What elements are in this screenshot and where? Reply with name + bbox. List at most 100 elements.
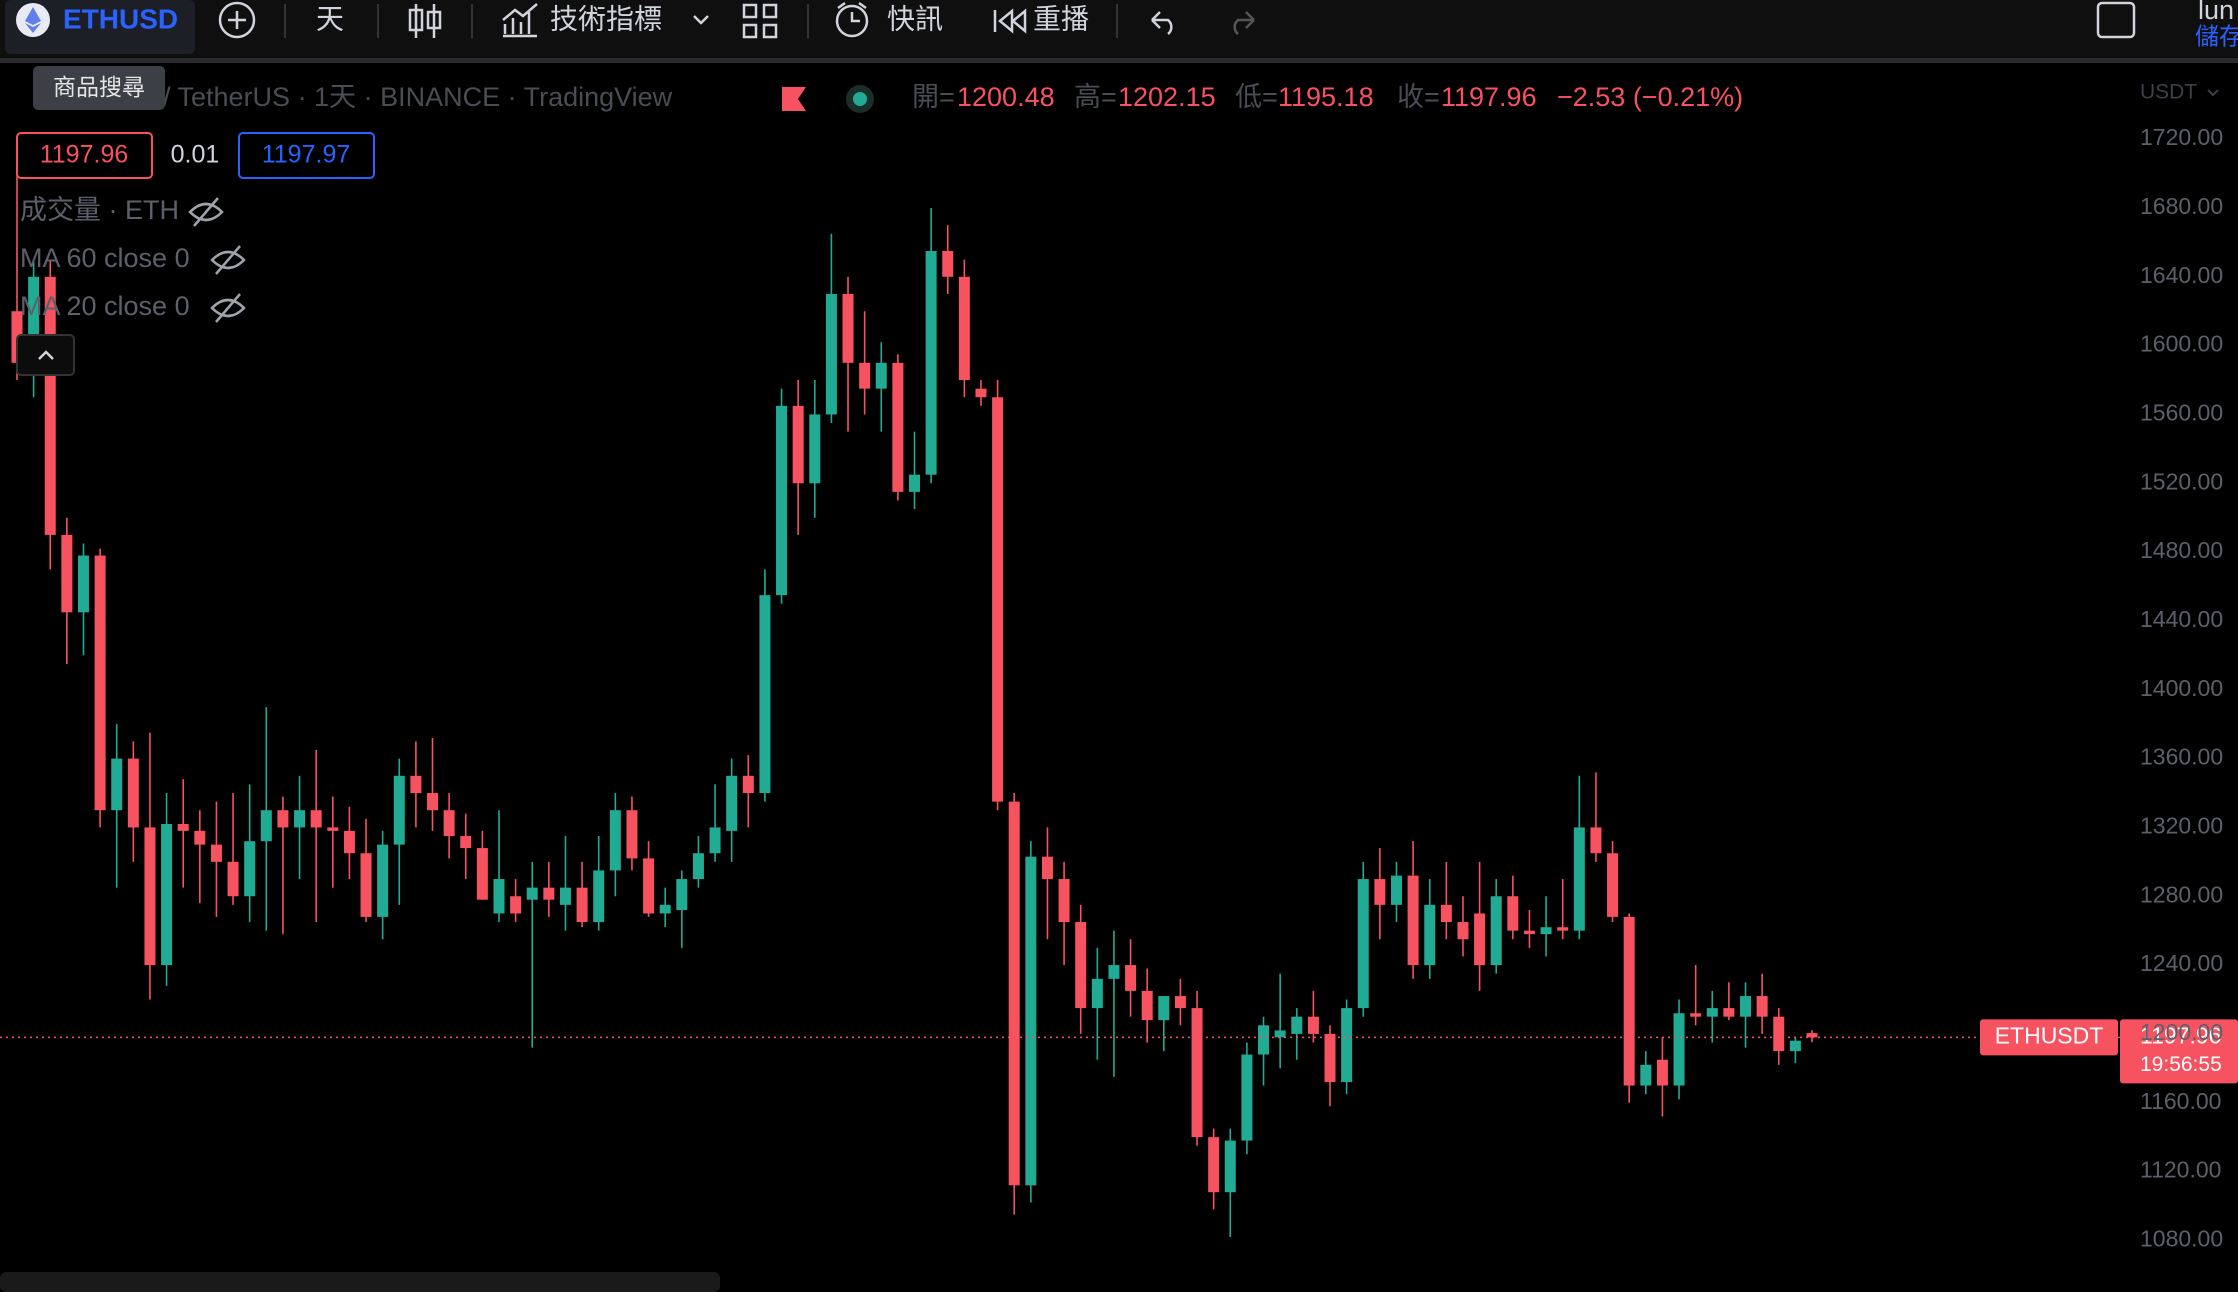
candle-body (1224, 1140, 1236, 1193)
y-tick-label: 1600.00 (2140, 331, 2223, 357)
scrollbar[interactable] (0, 1272, 720, 1292)
candle-body (1324, 1033, 1336, 1083)
candle-body (1690, 1013, 1702, 1017)
interval[interactable]: 天 (316, 3, 344, 34)
layout-icon[interactable] (742, 3, 778, 39)
candle-body (1058, 879, 1070, 923)
candle-body (1191, 1008, 1203, 1138)
candle-body (61, 534, 73, 613)
low-label: 低= (1235, 82, 1278, 112)
flag[interactable] (782, 87, 806, 111)
candle-body (1008, 801, 1020, 1186)
candle-body (476, 848, 488, 900)
candle-body (1656, 1059, 1668, 1086)
change: −2.53 (−0.21%) (1557, 82, 1743, 112)
candle-body (410, 775, 422, 794)
countdown: 19:56:55 (2140, 1053, 2222, 1076)
candle-body (360, 853, 372, 917)
alert-icon[interactable] (835, 4, 869, 38)
candle-body (94, 555, 106, 811)
candle-body (1041, 856, 1053, 880)
symbol-tag (1980, 1019, 2118, 1056)
user[interactable]: lun (2198, 0, 2234, 25)
candle-body (1590, 827, 1602, 854)
candle-body (1307, 1016, 1319, 1034)
save-button[interactable]: 儲存 (2195, 23, 2238, 50)
candle-body (526, 887, 538, 900)
candle-body (510, 896, 522, 914)
candle-body (1457, 922, 1469, 940)
toolbar-border (0, 58, 2238, 63)
price-tag (2120, 1019, 2238, 1084)
candle-body (1474, 913, 1486, 966)
replay-icon[interactable] (993, 8, 1027, 34)
y-tick-label: 1440.00 (2140, 606, 2223, 632)
indicators-icon[interactable] (502, 3, 538, 38)
candle-body (1523, 930, 1535, 935)
sell-box[interactable] (16, 132, 153, 179)
redo[interactable] (1233, 11, 1255, 35)
collapse-icon (38, 350, 54, 360)
low-value: 1195.18 (1278, 82, 1374, 112)
eth-logo (25, 7, 41, 33)
indicators-button[interactable]: 技術指標 (550, 3, 662, 34)
indicator-ma20[interactable]: MA 20 close 0 (20, 291, 190, 321)
candle-body (194, 830, 206, 845)
candle-body (593, 870, 605, 923)
candle-body (1174, 996, 1186, 1009)
symbol-button[interactable] (5, 0, 195, 54)
candle-body (177, 823, 189, 831)
candle-body (443, 810, 455, 837)
candle-body (1507, 896, 1519, 931)
candle-body (942, 250, 954, 277)
candle-body (127, 758, 139, 828)
add-symbol[interactable] (218, 1, 256, 39)
bid[interactable]: 1197.96 (40, 141, 129, 169)
candle-body (1806, 1033, 1818, 1038)
candle-body (1640, 1064, 1652, 1086)
candle-body (1557, 927, 1569, 931)
y-tick-label: 1560.00 (2140, 400, 2223, 426)
replay-button[interactable]: 重播 (1033, 3, 1089, 34)
candle-body (1607, 853, 1619, 917)
ask[interactable]: 1197.97 (262, 141, 351, 169)
symbol[interactable]: ETHUSD (63, 3, 178, 34)
candle-body (227, 861, 239, 897)
fullscreen[interactable] (2096, 1, 2136, 39)
buy-box[interactable] (238, 132, 375, 179)
candle-body (1706, 1008, 1718, 1017)
candle-body (958, 276, 970, 381)
indicator-volume[interactable]: 成交量 · ETH (20, 195, 179, 225)
y-tick-label: 1680.00 (2140, 193, 2223, 219)
candle-body (1357, 879, 1369, 1009)
candle-body (28, 276, 40, 363)
candle-body (559, 887, 571, 905)
high-value: 1202.15 (1118, 82, 1216, 112)
close-value: 1197.96 (1441, 82, 1537, 112)
candle-body (726, 775, 738, 831)
collapse-button[interactable] (16, 334, 75, 376)
hidden-icons[interactable] (188, 197, 246, 323)
candle-body (493, 879, 505, 914)
candle-body (1108, 965, 1120, 979)
chart-type-icon[interactable] (408, 4, 442, 38)
candle-body (144, 827, 156, 966)
close-label: 收= (1397, 82, 1440, 112)
currency[interactable]: USDT (2140, 81, 2197, 104)
candle-body (327, 827, 339, 831)
chevron[interactable] (693, 15, 709, 25)
plus-icon (228, 11, 246, 29)
candle-body (460, 836, 472, 849)
candle-body (1773, 1016, 1785, 1052)
y-tick-label: 1480.00 (2140, 537, 2223, 563)
candle-body (1241, 1054, 1253, 1141)
indicator-ma60[interactable]: MA 60 close 0 (20, 243, 190, 273)
candle-body (1756, 996, 1768, 1017)
candle-body (427, 793, 439, 811)
alerts-button[interactable]: 快訊 (887, 3, 943, 34)
undo[interactable] (1151, 11, 1173, 35)
candle-body (77, 555, 89, 613)
candle-body (842, 294, 854, 363)
candle-body (925, 250, 937, 475)
